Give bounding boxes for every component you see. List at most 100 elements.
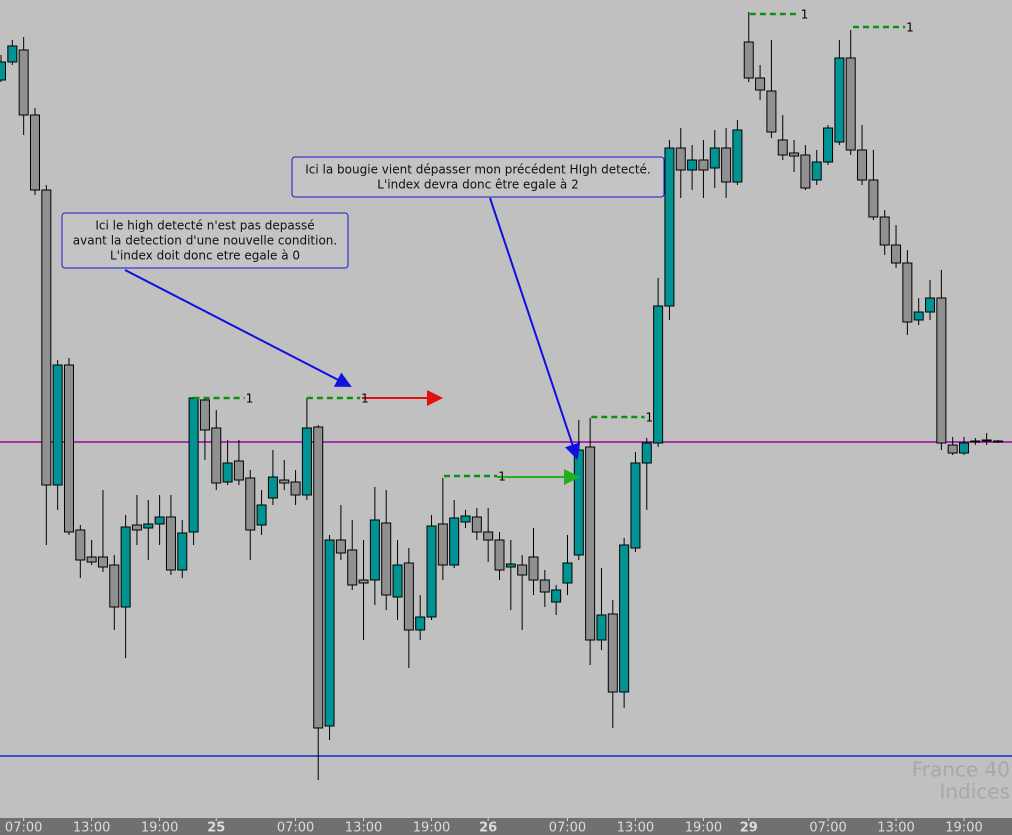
level-label: 1 [906,21,914,35]
x-tick-label: 19:00 [685,821,722,835]
candle-body [335,539,346,554]
candle-body [857,149,868,181]
x-tick-label: 07:00 [809,821,846,835]
candle-body [369,519,380,581]
annotation-text: Ici la bougie vient dépasser mon précéde… [305,163,650,177]
candle-body [29,114,40,191]
candle-body [188,397,199,533]
annotation-text: avant la detection d'une nouvelle condit… [73,234,337,248]
x-tick-label: 07:00 [549,821,586,835]
candle-body [811,161,822,181]
candle-body [993,440,1003,443]
candle-body [641,442,652,464]
candle-body [743,41,754,79]
candle-body [947,444,958,454]
candle-body [562,562,573,584]
x-tick-label: 19:00 [141,821,178,835]
candle-body [981,439,992,442]
candle-body [233,460,244,481]
candle-body [222,462,233,483]
candle-body [97,556,108,568]
candle-body [936,297,947,444]
candle-body [789,152,800,157]
candle-body [687,159,698,171]
x-tick-label: 29 [740,821,758,835]
level-label: 1 [646,411,654,425]
candle-body [313,426,324,729]
x-tick-label: 13:00 [345,821,382,835]
annotation-text: L'index doit donc etre egale à 0 [110,249,300,263]
candle-body [551,589,562,603]
candle-body [709,147,720,169]
candle-body [245,477,256,531]
level-label: 1 [801,8,809,22]
x-tick-label: 13:00 [877,821,914,835]
x-tick-label: 07:00 [277,821,314,835]
x-tick-label: 25 [207,821,225,835]
candle-body [596,614,607,641]
candle-body [630,462,641,549]
candle-body [131,524,142,531]
candle-body [777,139,788,156]
candle-body [755,77,766,91]
candle-body [653,305,664,444]
candle-body [426,525,437,618]
candle-body [415,616,426,631]
candle-body [913,311,924,321]
candle-body [539,579,550,593]
candle-body [460,515,471,523]
x-tick-label: 26 [479,821,497,835]
candle-body [324,539,335,727]
time-axis-bar [0,818,1012,835]
candle-body [585,446,596,641]
candles [0,12,1003,780]
candle-body [505,563,516,568]
candle-body [154,516,165,525]
candle-body [675,147,686,171]
candle-body [41,189,52,486]
candle-body [437,523,448,566]
candle-body [403,562,414,631]
candle-body [7,45,18,63]
candle-body [471,516,482,533]
candle-body [698,159,709,171]
annotation-text: Ici le high detecté n'est pas depassé [95,219,314,233]
annotation-text: L'index devra donc être egale à 2 [377,178,578,192]
candle-body [494,539,505,571]
candle-body [52,364,63,486]
candle-body [75,529,86,561]
candle-body [211,427,222,484]
candle-body [902,262,913,323]
candle-body [483,531,494,541]
candle-body [63,364,74,533]
candle-body [449,517,460,566]
arrow [489,197,581,460]
candle-body [381,522,392,596]
candle-body [143,523,154,529]
candle-body [347,549,358,586]
candle-body [18,49,29,116]
candle-body [959,442,970,454]
candle-body [823,127,834,163]
candle-body [358,579,369,584]
candle-body [766,90,777,133]
x-tick-label: 13:00 [617,821,654,835]
candle-body [664,147,675,307]
level-label: 1 [246,392,254,406]
candle-body [290,481,301,496]
x-tick-label: 19:00 [413,821,450,835]
level-label: 1 [361,392,369,406]
candle-body [301,427,312,496]
candle-body [732,129,743,183]
level-label: 1 [498,470,506,484]
candle-body [392,564,403,598]
candle-body [120,526,131,608]
candle-body [267,476,278,499]
candle-body [879,216,890,246]
candle-body [619,544,630,693]
candle-body [165,516,176,571]
candle-body [925,297,936,313]
arrow [124,269,352,387]
